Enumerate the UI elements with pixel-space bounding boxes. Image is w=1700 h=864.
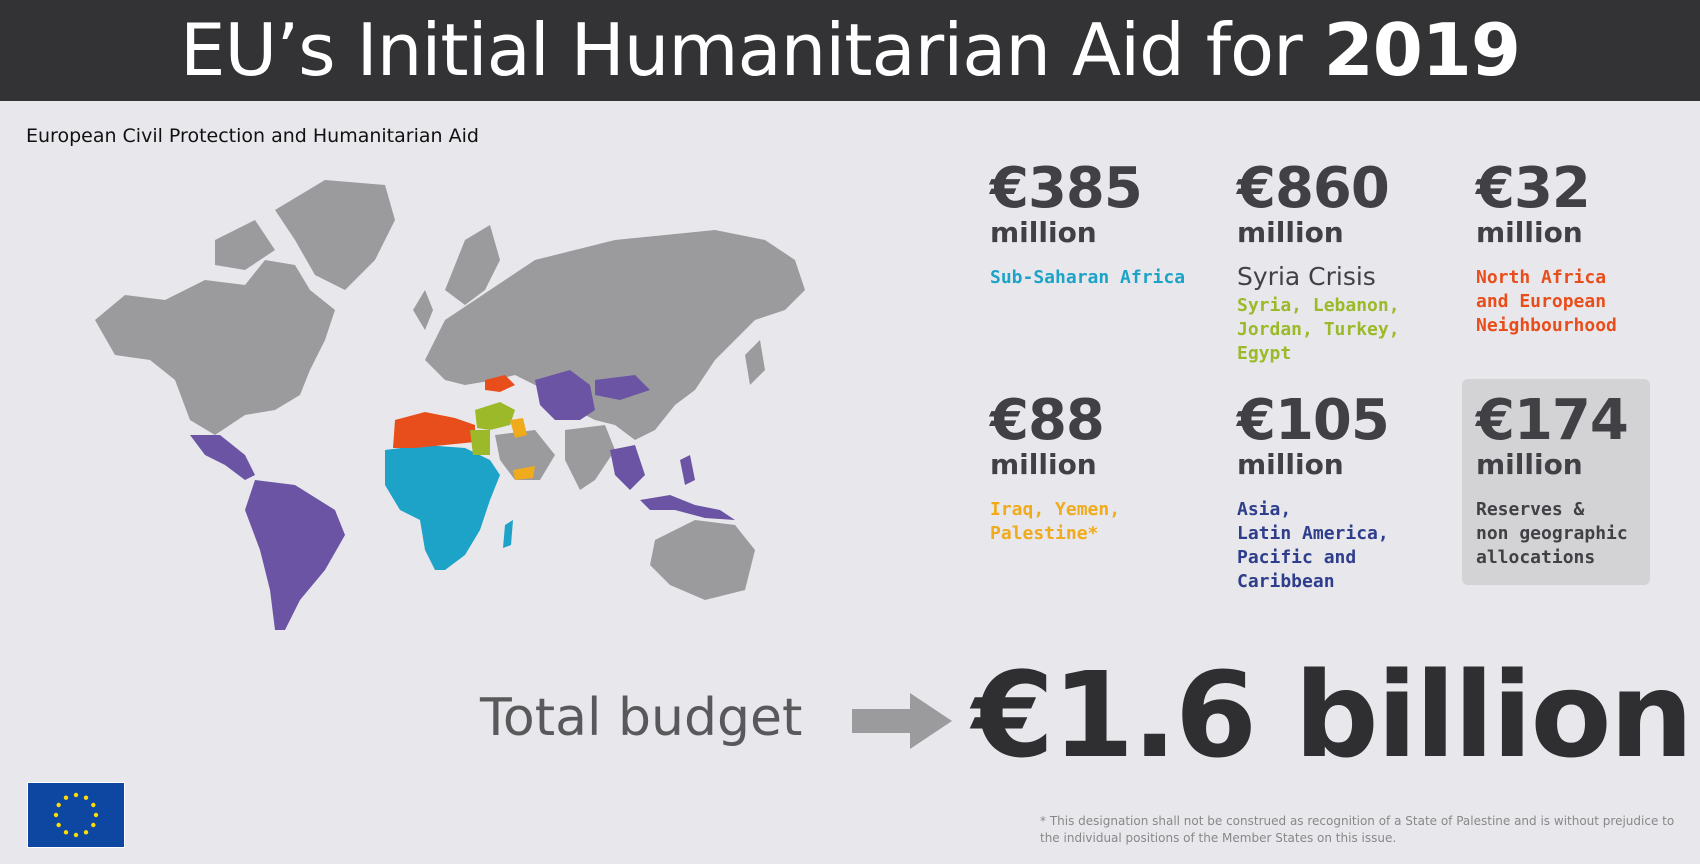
arrow-right-icon [852,693,952,749]
region-north-africa: €32 million North Africa and European Ne… [1476,160,1696,338]
eu-star [56,802,61,808]
eu-star [63,795,69,800]
map-central-asia [535,370,595,420]
map-asia-latam-pacific [190,370,735,630]
region-label: Asia, Latin America, Pacific and Caribbe… [1237,499,1389,592]
title-year: 2019 [1323,8,1521,92]
eu-star [83,795,89,800]
reserves-box [1462,379,1650,585]
map-indonesia [640,495,735,520]
region-label: Iraq, Yemen, Palestine* [990,499,1121,544]
map-southeast-asia [610,445,645,490]
map-madagascar [503,520,513,548]
region-label: Reserves & non geographic allocations [1476,499,1628,568]
map-base-land [95,180,805,600]
region-iraq-yemen-palestine: €88 million Iraq, Yemen, Palestine* [990,392,1210,546]
region-label: Syria, Lebanon, Jordan, Turkey, Egypt [1237,295,1400,364]
map-mongolia [595,375,650,400]
region-unit: million [1476,448,1583,481]
eu-star [56,822,61,828]
region-asia-latam: €105 million Asia, Latin America, Pacifi… [1237,392,1457,594]
region-title: Syria Crisis [1237,262,1376,291]
map-australia [650,520,755,600]
region-amount: €32 [1476,156,1591,221]
eu-star [91,802,96,808]
eu-star [73,832,79,838]
map-greenland [275,180,395,290]
map-philippines [680,455,695,485]
region-label: Sub-Saharan Africa [990,267,1186,288]
region-amount: €860 [1237,156,1390,221]
map-scandinavia [445,225,500,305]
region-unit: million [1237,216,1344,249]
eu-flag-icon [27,782,125,848]
map-north-africa [393,412,475,448]
region-amount: €88 [990,388,1105,453]
title-prefix: EU’s Initial Humanitarian Aid for [180,8,1324,92]
eu-star [83,830,89,835]
map-arctic-islands [215,220,275,270]
map-south-america [245,480,345,630]
region-unit: million [1237,448,1344,481]
map-india [565,425,615,490]
map-uk [413,290,433,330]
map-arabia [495,430,555,480]
eu-star [63,830,69,835]
map-japan [745,340,765,385]
header-bar: EU’s Initial Humanitarian Aid for 2019 [0,0,1700,101]
region-amount: €174 [1476,388,1629,453]
map-eurasia [425,230,805,440]
total-budget-label: Total budget [480,688,803,748]
map-egypt [470,430,490,455]
region-syria-crisis: €860 million Syria Crisis Syria, Lebanon… [1237,160,1457,366]
subtitle: European Civil Protection and Humanitari… [26,125,479,147]
map-north-america [95,260,335,435]
map-africa [385,445,500,570]
map-yemen [513,466,535,480]
region-sub-saharan-africa: €385 million Sub-Saharan Africa [990,160,1210,290]
total-budget-value: €1.6 billion [972,646,1694,784]
eu-star [91,822,96,828]
map-iraq [510,418,527,438]
region-label: North Africa and European Neighbourhood [1476,267,1617,336]
eu-star [53,812,59,818]
region-reserves: €174 million Reserves & non geographic a… [1476,392,1696,570]
map-ukraine [485,375,515,392]
region-amount: €105 [1237,388,1390,453]
region-amount: €385 [990,156,1143,221]
map-syria-region [475,402,515,430]
eu-star [73,792,79,798]
eu-star [93,812,99,818]
page-title: EU’s Initial Humanitarian Aid for 2019 [0,8,1700,92]
footnote: * This designation shall not be construe… [1040,814,1675,845]
region-unit: million [990,448,1097,481]
map-central-america [190,435,255,480]
region-unit: million [990,216,1097,249]
region-unit: million [1476,216,1583,249]
world-map [95,180,805,630]
